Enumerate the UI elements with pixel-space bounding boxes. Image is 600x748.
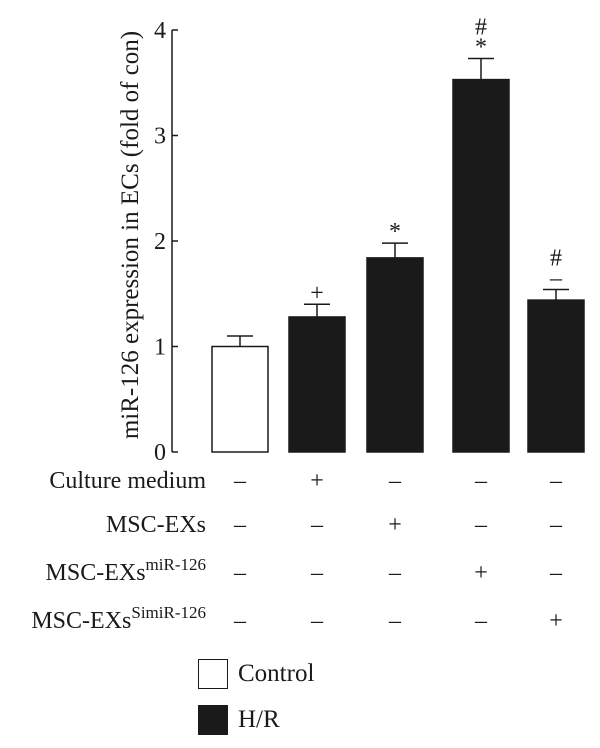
treatment-mark: – bbox=[388, 608, 402, 634]
bars bbox=[211, 57, 585, 453]
legend-label-control: Control bbox=[238, 660, 315, 687]
legend-label-hr: H/R bbox=[238, 706, 280, 733]
y-tick-label: 0 bbox=[154, 440, 166, 466]
treatment-mark: – bbox=[310, 608, 324, 634]
treatment-mark: + bbox=[549, 608, 563, 634]
treatment-mark: – bbox=[474, 608, 488, 634]
treatment-mark: – bbox=[549, 512, 563, 538]
treatment-mark: – bbox=[310, 512, 324, 538]
y-tick-label: 3 bbox=[154, 124, 166, 150]
legend: Control H/R bbox=[198, 656, 314, 748]
y-tick-label: 4 bbox=[154, 18, 166, 44]
legend-item-control: Control bbox=[198, 656, 314, 692]
treatment-mark: – bbox=[549, 468, 563, 494]
treatment-mark: – bbox=[388, 468, 402, 494]
treatment-mark: – bbox=[474, 468, 488, 494]
treatment-mark: + bbox=[388, 512, 402, 538]
treatment-row-label: MSC-EXsmiR-126 bbox=[46, 555, 206, 586]
treatment-mark: – bbox=[474, 512, 488, 538]
treatment-mark: – bbox=[233, 560, 247, 586]
bar bbox=[211, 345, 269, 453]
bar bbox=[527, 299, 585, 453]
treatment-row-label: Culture medium bbox=[49, 468, 206, 494]
treatment-mark: – bbox=[388, 560, 402, 586]
treatment-mark: – bbox=[233, 468, 247, 494]
treatment-row-label: MSC-EXs bbox=[106, 512, 206, 538]
treatment-mark: + bbox=[310, 468, 324, 494]
legend-swatch-hr bbox=[198, 705, 228, 735]
treatment-mark: – bbox=[310, 560, 324, 586]
y-tick-label: 1 bbox=[154, 335, 166, 361]
treatment-table: Culture medium – + – – – MSC-EXs – – + – – MSC-EXsmi… bbox=[31, 468, 563, 634]
annotations: +**#–# bbox=[310, 14, 563, 306]
significance-mark: # bbox=[475, 14, 487, 40]
bar bbox=[366, 257, 424, 453]
treatment-mark: + bbox=[474, 560, 488, 586]
significance-mark: * bbox=[475, 34, 487, 60]
axes: 0 1 2 3 4 bbox=[154, 18, 178, 466]
significance-mark: * bbox=[389, 219, 401, 245]
y-axis-label: miR-126 expression in ECs (fold of con) bbox=[117, 31, 144, 439]
significance-mark: + bbox=[310, 280, 324, 306]
bar bbox=[452, 78, 510, 453]
treatment-mark: – bbox=[233, 512, 247, 538]
treatment-row-label: MSC-EXsSimiR-126 bbox=[31, 603, 206, 634]
treatment-mark: – bbox=[549, 560, 563, 586]
bar bbox=[288, 316, 346, 453]
treatment-mark: – bbox=[233, 608, 247, 634]
significance-mark: # bbox=[550, 246, 562, 272]
legend-item-hr: H/R bbox=[198, 702, 314, 738]
significance-mark: – bbox=[549, 266, 563, 292]
legend-swatch-control bbox=[198, 659, 228, 689]
y-tick-label: 2 bbox=[154, 229, 166, 255]
